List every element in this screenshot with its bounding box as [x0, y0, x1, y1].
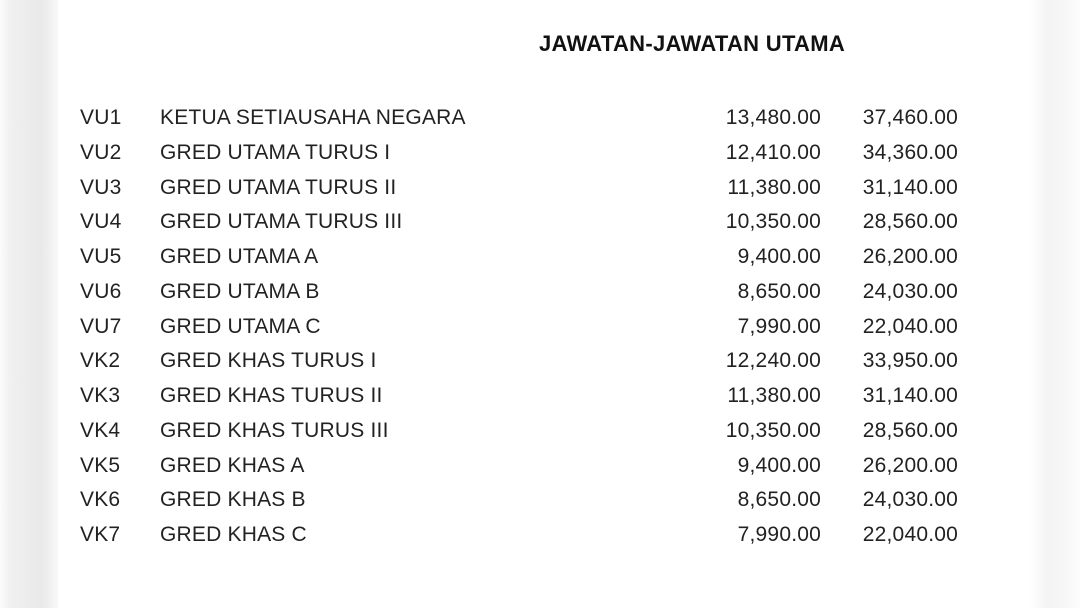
table-row: VK4 GRED KHAS TURUS III 10,350.00 28,560.00: [80, 414, 958, 449]
grade-code-cell: VK4: [80, 418, 121, 442]
max-salary-cell: 28,560.00: [862, 418, 958, 442]
table-row: VU6 GRED UTAMA B 8,650.00 24,030.00: [80, 275, 958, 310]
min-salary-cell: 11,380.00: [727, 384, 821, 407]
grade-name-cell: GRED KHAS TURUS III: [160, 418, 389, 442]
min-salary-cell: 13,480.00: [725, 106, 821, 129]
grade-name-cell: GRED UTAMA TURUS III: [160, 210, 403, 234]
max-salary-cell: 31,140.00: [862, 384, 958, 407]
max-salary-cell: 33,950.00: [862, 349, 958, 373]
grade-name-cell: KETUA SETIAUSAHA NEGARA: [160, 106, 466, 129]
max-salary-cell: 22,040.00: [862, 523, 958, 546]
document-page: JAWATAN-JAWATAN UTAMA VU1 KETUA SETIAUSAH…: [58, 0, 1030, 608]
max-salary-cell: 24,030.00: [862, 488, 958, 512]
table-row: VU7 GRED UTAMA C 7,990.00 22,040.00: [80, 310, 958, 345]
min-salary-cell: 10,350.00: [725, 210, 821, 234]
max-salary-cell: 24,030.00: [862, 279, 958, 303]
table-row: VU4 GRED UTAMA TURUS III 10,350.00 28,560.0…: [80, 205, 958, 240]
grade-code-cell: VU6: [80, 279, 122, 303]
min-salary-cell: 7,990.00: [737, 314, 821, 338]
max-salary-cell: 26,200.00: [862, 453, 958, 477]
table-row: VU5 GRED UTAMA A 9,400.00 26,200.00: [80, 240, 958, 275]
table-row: VU1 KETUA SETIAUSAHA NEGARA 13,480.00 37,46…: [80, 101, 958, 136]
min-salary-cell: 12,240.00: [725, 349, 821, 373]
grade-code-cell: VK6: [80, 488, 121, 512]
salary-table: VU1 KETUA SETIAUSAHA NEGARA 13,480.00 37,46…: [80, 101, 958, 553]
max-salary-cell: 22,040.00: [862, 314, 958, 338]
table-row: VK7 GRED KHAS C 7,990.00 22,040.00: [80, 518, 958, 553]
min-salary-cell: 10,350.00: [725, 418, 821, 442]
max-salary-cell: 37,460.00: [862, 106, 958, 129]
max-salary-cell: 31,140.00: [862, 175, 958, 199]
max-salary-cell: 26,200.00: [862, 245, 958, 268]
min-salary-cell: 8,650.00: [737, 279, 821, 303]
right-edge-shadow: [1030, 0, 1080, 608]
grade-code-cell: VU5: [80, 245, 122, 268]
min-salary-cell: 12,410.00: [725, 140, 821, 164]
grade-code-cell: VK7: [80, 523, 121, 546]
min-salary-cell: 8,650.00: [737, 488, 821, 512]
grade-name-cell: GRED KHAS B: [160, 488, 306, 512]
max-salary-cell: 28,560.00: [862, 210, 958, 234]
table-row: VK6 GRED KHAS B 8,650.00 24,030.00: [80, 483, 958, 518]
min-salary-cell: 7,990.00: [737, 523, 821, 546]
grade-code-cell: VK5: [80, 453, 121, 477]
min-salary-cell: 9,400.00: [737, 453, 821, 477]
grade-name-cell: GRED KHAS A: [160, 453, 305, 477]
grade-code-cell: VU4: [80, 210, 122, 234]
grade-code-cell: VK3: [80, 384, 121, 407]
grade-code-cell: VU2: [80, 140, 122, 164]
grade-name-cell: GRED UTAMA A: [160, 245, 319, 268]
grade-code-cell: VU7: [80, 314, 122, 338]
grade-code-cell: VK2: [80, 349, 121, 373]
grade-name-cell: GRED UTAMA TURUS II: [160, 175, 397, 199]
max-salary-cell: 34,360.00: [862, 140, 958, 164]
table-row: VU3 GRED UTAMA TURUS II 11,380.00 31,140.00: [80, 171, 958, 206]
min-salary-cell: 11,380.00: [727, 175, 821, 199]
table-row: VK5 GRED KHAS A 9,400.00 26,200.00: [80, 449, 958, 484]
grade-name-cell: GRED KHAS C: [160, 523, 307, 546]
grade-name-cell: GRED UTAMA C: [160, 314, 321, 338]
table-row: VK2 GRED KHAS TURUS I 12,240.00 33,950.00: [80, 344, 958, 379]
left-edge-shadow: [0, 0, 58, 608]
grade-name-cell: GRED KHAS TURUS II: [160, 384, 383, 407]
table-row: VK3 GRED KHAS TURUS II 11,380.00 31,140.00: [80, 379, 958, 414]
grade-code-cell: VU3: [80, 175, 122, 199]
grade-code-cell: VU1: [80, 106, 122, 129]
min-salary-cell: 9,400.00: [737, 245, 821, 268]
grade-name-cell: GRED KHAS TURUS I: [160, 349, 377, 373]
grade-name-cell: GRED UTAMA TURUS I: [160, 140, 391, 164]
document-title: JAWATAN-JAWATAN UTAMA: [538, 31, 846, 56]
table-row: VU2 GRED UTAMA TURUS I 12,410.00 34,360.00: [80, 136, 958, 171]
grade-name-cell: GRED UTAMA B: [160, 279, 320, 303]
